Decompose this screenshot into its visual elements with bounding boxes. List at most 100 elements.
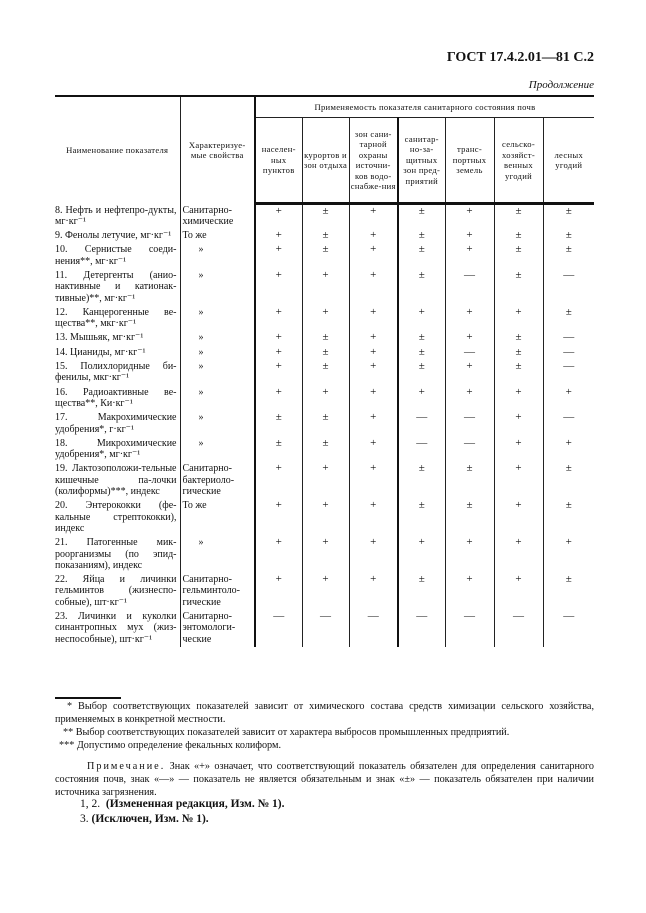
applicability-value: + — [444, 385, 494, 412]
indicator-properties: То же — [179, 499, 255, 537]
soil-indicators-table: Наименование показателя Характеризуе-мые… — [55, 95, 594, 647]
table-row: 19. Лактозоположи-тельные кишечные па-ло… — [55, 462, 594, 500]
applicability-value: ± — [397, 345, 445, 361]
applicability-value: + — [348, 436, 398, 463]
applicability-value: + — [444, 229, 494, 244]
applicability-value: ± — [301, 436, 349, 463]
indicator-name: 19. Лактозоположи-тельные кишечные па-ло… — [55, 463, 177, 498]
applicability-value: — — [397, 411, 445, 437]
footnote-1: * Выбор соответствующих показателей зави… — [55, 701, 594, 725]
indicator-name: 17. Макрохимические удобрения*, г·кг⁻¹ — [55, 412, 177, 435]
applicability-value: — — [348, 610, 398, 647]
indicator-properties: » — [179, 536, 255, 574]
column-header-resorts: курортов и зон отдыха — [301, 117, 349, 205]
table-row: 16. Радиоактивные ве-щества**, Ки·кг⁻¹» +… — [55, 385, 594, 412]
table-row: 18. Микрохимические удобрения*, мг·кг⁻¹»… — [55, 436, 594, 463]
footnote-3: *** Допустимо определение фекальных коли… — [59, 740, 281, 751]
applicability-value: — — [444, 345, 494, 361]
continuation-label: Продолжение — [528, 79, 594, 91]
applicability-value: + — [493, 305, 543, 332]
indicator-name: 9. Фенолы летучие, мг·кг⁻¹ — [55, 230, 172, 242]
applicability-value: ± — [254, 436, 302, 463]
note-paragraph: Примечание. Знак «+» означает, что соотв… — [55, 760, 594, 799]
applicability-value: ± — [397, 268, 445, 306]
table-row: 10. Сернистые соеди-нения**, мг·кг⁻¹» + ± +… — [55, 243, 594, 269]
indicator-properties: » — [179, 385, 255, 412]
applicability-value: ± — [493, 268, 543, 306]
indicator-properties: Санитарно-химические — [179, 203, 255, 230]
applicability-value: + — [254, 573, 302, 610]
applicability-value: — — [542, 610, 594, 647]
applicability-value: ± — [301, 345, 349, 361]
applicability-value: ± — [301, 411, 349, 437]
applicability-value: ± — [444, 499, 494, 537]
column-header-props: Характеризуе-мые свойства — [179, 95, 255, 204]
applicability-value: + — [348, 243, 398, 269]
applicability-value: + — [397, 536, 445, 574]
applicability-value: — — [444, 411, 494, 437]
applicability-value: + — [348, 229, 398, 244]
column-header-agricultural: сельско-хозяйст-венных угодий — [493, 117, 543, 205]
footnote-2: ** Выбор соответствующих показателей зав… — [63, 727, 510, 738]
table-row: 13. Мышьяк, мг·кг⁻¹» + ± + ± + ± — — [55, 331, 594, 346]
applicability-value: — — [542, 360, 594, 386]
applicability-value: + — [542, 436, 594, 463]
applicability-value: ± — [397, 203, 445, 230]
applicability-value: + — [301, 536, 349, 574]
change-number: 3. — [80, 813, 89, 825]
applicability-value: + — [254, 462, 302, 500]
applicability-value: + — [542, 536, 594, 574]
change-item: 3. (Исключен, Изм. № 1). — [80, 812, 285, 827]
applicability-value: + — [254, 385, 302, 412]
applicability-value: + — [254, 331, 302, 346]
indicator-name: 14. Цианиды, мг·кг⁻¹ — [55, 346, 146, 358]
applicability-value: ± — [397, 360, 445, 386]
indicator-name: 20. Энтерококки (фе-кальные стрептококки… — [55, 500, 177, 534]
indicator-properties: Санитарно-гельминтоло-гические — [179, 573, 255, 610]
column-header-sanitary-zones: санитар-но-за-щитных зон пред-приятий — [397, 117, 445, 205]
applicability-value: ± — [542, 229, 594, 244]
applicability-value: + — [348, 360, 398, 386]
indicator-properties: Санитарно-энтомологи-ческие — [179, 610, 255, 647]
applicability-value: + — [254, 268, 302, 306]
applicability-value: + — [301, 573, 349, 610]
applicability-value: + — [348, 345, 398, 361]
applicability-value: ± — [493, 331, 543, 346]
indicator-properties: То же — [179, 229, 255, 244]
table-row: 15. Полихлоридные би-фенилы, мкг·кг⁻¹» + ±… — [55, 360, 594, 386]
indicator-properties: » — [179, 243, 255, 269]
column-header-forest: лесных угодий — [542, 117, 594, 205]
change-number: 1, 2. — [80, 798, 101, 810]
note-text: Знак «+» означает, что соответствующий п… — [55, 761, 595, 798]
indicator-name: 18. Микрохимические удобрения*, мг·кг⁻¹ — [55, 437, 177, 461]
applicability-value: + — [301, 268, 349, 306]
applicability-value: ± — [254, 411, 302, 437]
applicability-value: + — [493, 436, 543, 463]
applicability-value: — — [493, 610, 543, 647]
change-item: 1, 2. (Измененная редакция, Изм. № 1). — [80, 797, 285, 812]
applicability-value: ± — [493, 229, 543, 244]
applicability-value: + — [348, 536, 398, 574]
applicability-value: + — [254, 203, 302, 230]
applicability-value: + — [493, 573, 543, 610]
applicability-value: + — [444, 536, 494, 574]
applicability-value: — — [444, 268, 494, 306]
applicability-value: — — [444, 436, 494, 463]
applicability-value: + — [254, 345, 302, 361]
changes-list: 1, 2. (Измененная редакция, Изм. № 1). 3… — [80, 797, 285, 827]
applicability-value: ± — [397, 462, 445, 500]
applicability-value: + — [444, 360, 494, 386]
applicability-value: — — [542, 268, 594, 306]
applicability-value: ± — [301, 360, 349, 386]
applicability-value: — — [397, 436, 445, 463]
indicator-properties: Санитарно-бактериоло-гические — [179, 462, 255, 500]
applicability-value: ± — [444, 462, 494, 500]
applicability-value: + — [254, 229, 302, 244]
applicability-value: + — [397, 305, 445, 332]
applicability-value: ± — [542, 462, 594, 500]
table-row: 21. Патогенные мик-роорганизмы (по эпид-… — [55, 536, 594, 574]
indicator-properties: » — [179, 360, 255, 386]
table-row: 14. Цианиды, мг·кг⁻¹» + ± + ± — ± — — [55, 345, 594, 361]
table-row: 17. Макрохимические удобрения*, г·кг⁻¹» ±… — [55, 411, 594, 437]
indicator-properties: » — [179, 345, 255, 361]
